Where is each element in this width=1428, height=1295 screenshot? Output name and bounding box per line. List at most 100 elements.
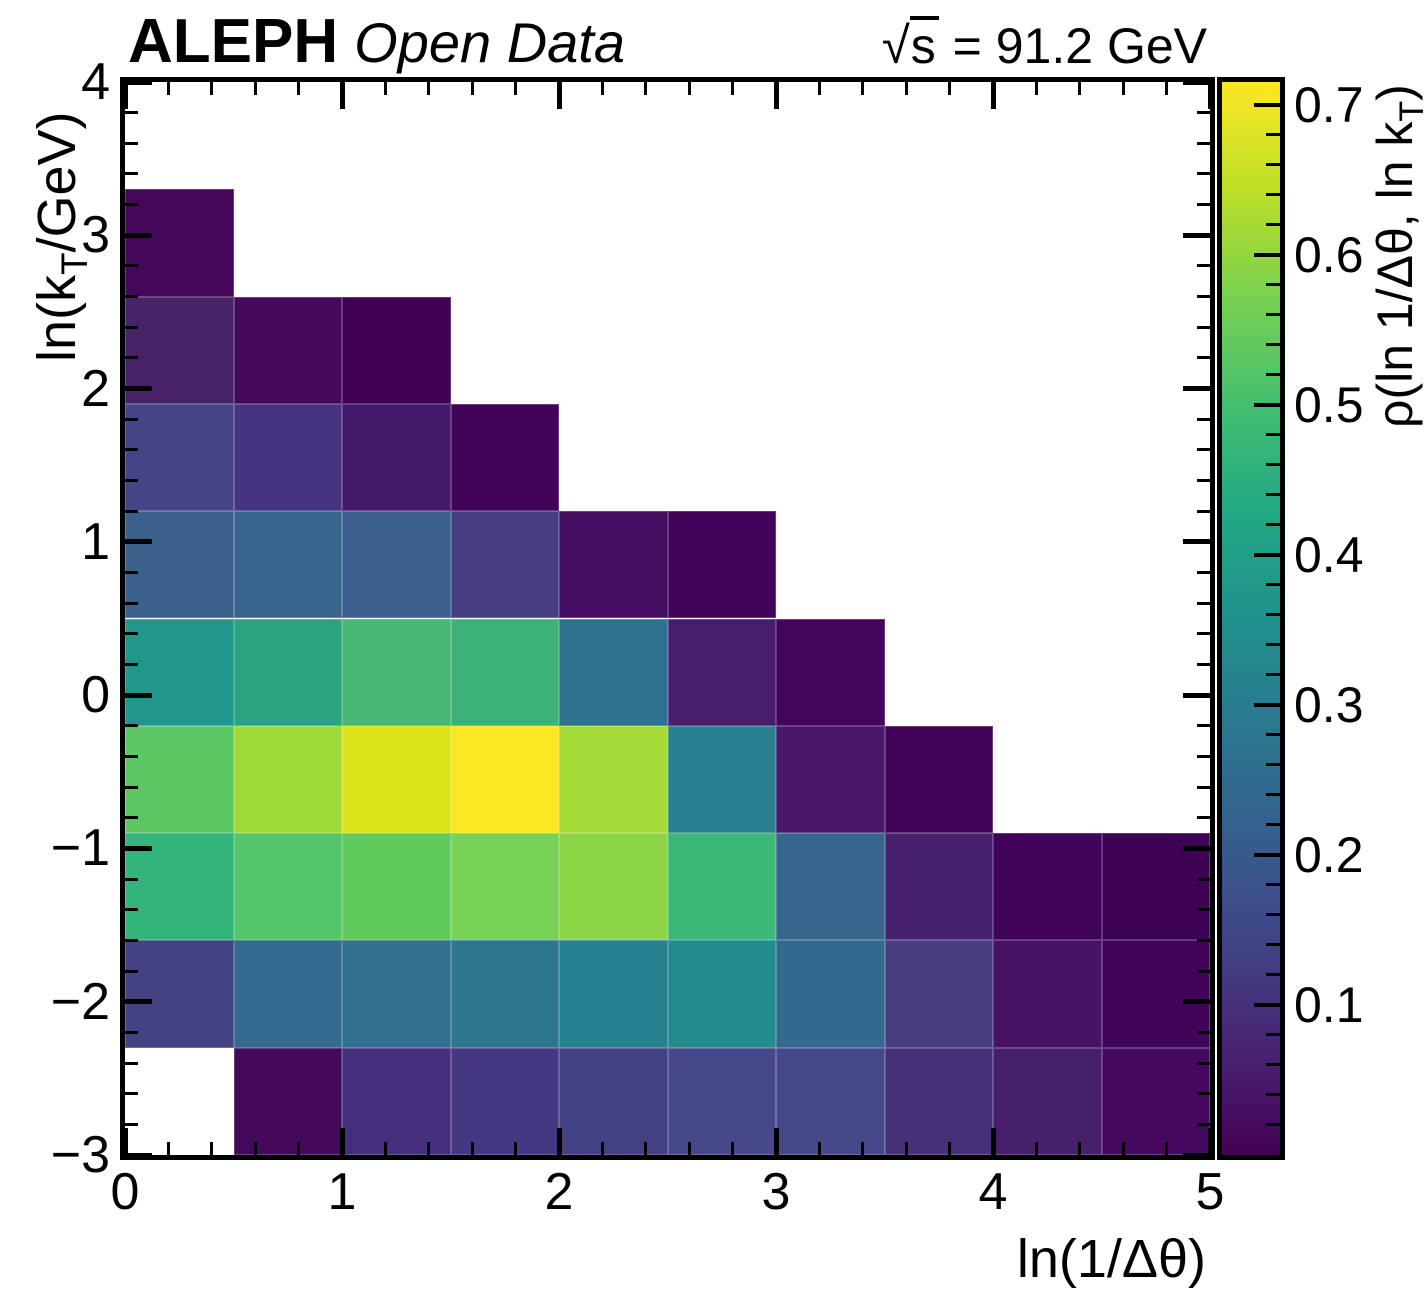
heatmap-cell — [450, 940, 559, 1048]
x-axis-tick — [427, 1142, 431, 1155]
y-axis-tick — [1183, 386, 1210, 392]
y-tick-label: 0 — [81, 666, 110, 725]
x-axis-tick — [122, 82, 128, 109]
colorbar-tick — [1254, 852, 1280, 857]
x-axis-tick — [990, 1128, 996, 1155]
colorbar-tick — [1254, 1002, 1280, 1007]
x-axis-tick — [1078, 1142, 1082, 1155]
colorbar-tick — [1266, 733, 1280, 737]
x-axis-tick — [600, 82, 604, 95]
y-axis-tick — [125, 571, 138, 574]
heatmap-cell — [342, 618, 451, 726]
x-axis-tick — [1121, 1142, 1125, 1155]
x-axis-tick — [1165, 1142, 1169, 1155]
y-axis-tick — [1183, 692, 1210, 698]
heatmap-cell — [993, 1047, 1102, 1155]
y-axis-tick — [125, 232, 152, 238]
x-axis-tick — [122, 1128, 128, 1155]
colorbar-tick — [1266, 463, 1280, 467]
colorbar-tick — [1266, 163, 1280, 167]
y-tick-label: 2 — [81, 359, 110, 418]
colorbar-tick — [1266, 913, 1280, 917]
x-axis-title: ln(1/Δθ) — [1016, 1229, 1206, 1289]
heatmap-cell — [559, 940, 668, 1048]
x-axis-tick — [731, 82, 735, 95]
heatmap-cell — [993, 940, 1102, 1048]
y-axis-tick — [1183, 539, 1210, 545]
heatmap-cell — [342, 403, 451, 512]
y-tick-label: −2 — [50, 972, 110, 1031]
colorbar-tick-label: 0.2 — [1294, 826, 1364, 883]
heatmap-cell — [450, 618, 559, 726]
x-axis-tick — [556, 1128, 562, 1155]
heatmap-cell — [559, 1047, 668, 1155]
heatmap-plot-area — [122, 79, 1213, 1158]
y-axis-tick — [125, 539, 152, 545]
heatmap-cell — [233, 296, 342, 404]
colorbar-tick-label: 0.7 — [1294, 76, 1364, 133]
y-axis-tick — [125, 724, 138, 728]
dataset-title: Open Data — [354, 11, 625, 74]
y-axis-tick — [125, 601, 138, 605]
y-axis-tick — [1197, 141, 1210, 145]
colorbar-tick-label: 0.4 — [1294, 526, 1364, 583]
x-axis-tick — [210, 1142, 214, 1155]
x-axis-tick — [339, 1128, 345, 1155]
y-axis-tick — [1197, 1061, 1210, 1065]
x-tick-label: 3 — [761, 1163, 791, 1221]
x-axis-tick — [600, 1142, 604, 1155]
heatmap-cell — [233, 511, 342, 619]
y-axis-tick — [125, 877, 138, 881]
y-axis-tick — [125, 141, 138, 145]
colorbar-tick — [1266, 193, 1280, 197]
x-axis-tick — [253, 1142, 257, 1155]
colorbar-tick — [1266, 433, 1280, 437]
heatmap-cell — [776, 725, 885, 834]
x-axis-tick — [339, 82, 345, 109]
x-axis-tick — [904, 82, 908, 95]
y-axis-tick — [125, 816, 138, 820]
x-axis-tick — [731, 1142, 735, 1155]
heatmap-cell — [233, 618, 342, 726]
heatmap-cell — [342, 940, 451, 1048]
heatmap-cell — [450, 725, 559, 834]
x-axis-tick — [383, 82, 387, 95]
heatmap-cell — [233, 1047, 342, 1155]
y-axis-tick — [1197, 417, 1210, 421]
heatmap-cell — [233, 940, 342, 1048]
y-axis-tick — [125, 295, 138, 299]
x-axis-tick — [687, 82, 691, 95]
y-axis-tick — [125, 754, 138, 758]
y-axis-tick — [1197, 908, 1210, 912]
colorbar-tick — [1266, 1033, 1280, 1037]
y-axis-tick — [125, 172, 138, 176]
y-axis-tick — [1183, 79, 1210, 85]
sqrt-radicand: s — [909, 16, 939, 73]
y-axis-tick — [125, 356, 138, 360]
y-tick-label: −1 — [50, 819, 110, 878]
y-axis-tick — [125, 509, 138, 513]
x-axis-tick — [470, 82, 474, 95]
y-axis-tick — [1197, 724, 1210, 728]
x-axis-tick — [948, 82, 952, 95]
y-axis-tick — [125, 417, 138, 421]
heatmap-cell — [559, 511, 668, 619]
heatmap-cell — [559, 725, 668, 834]
colorbar-tick — [1266, 793, 1280, 797]
heatmap-cell — [1101, 833, 1210, 941]
heatmap-cell — [667, 940, 776, 1048]
heatmap-cell — [776, 1047, 885, 1155]
y-axis-tick — [125, 111, 138, 115]
x-axis-tick — [253, 82, 257, 95]
y-tick-label: 4 — [81, 53, 110, 111]
heatmap-cell — [125, 618, 234, 726]
colorbar-tick — [1266, 1093, 1280, 1097]
colorbar-tick — [1266, 133, 1280, 137]
y-axis-tick — [125, 1061, 138, 1065]
y-axis-tick — [1183, 999, 1210, 1005]
plot-frame — [120, 77, 1215, 1160]
heatmap-cell — [450, 833, 559, 941]
y-axis-tick — [1197, 448, 1210, 452]
y-axis-tick — [125, 264, 138, 268]
y-axis-tick — [125, 386, 152, 392]
